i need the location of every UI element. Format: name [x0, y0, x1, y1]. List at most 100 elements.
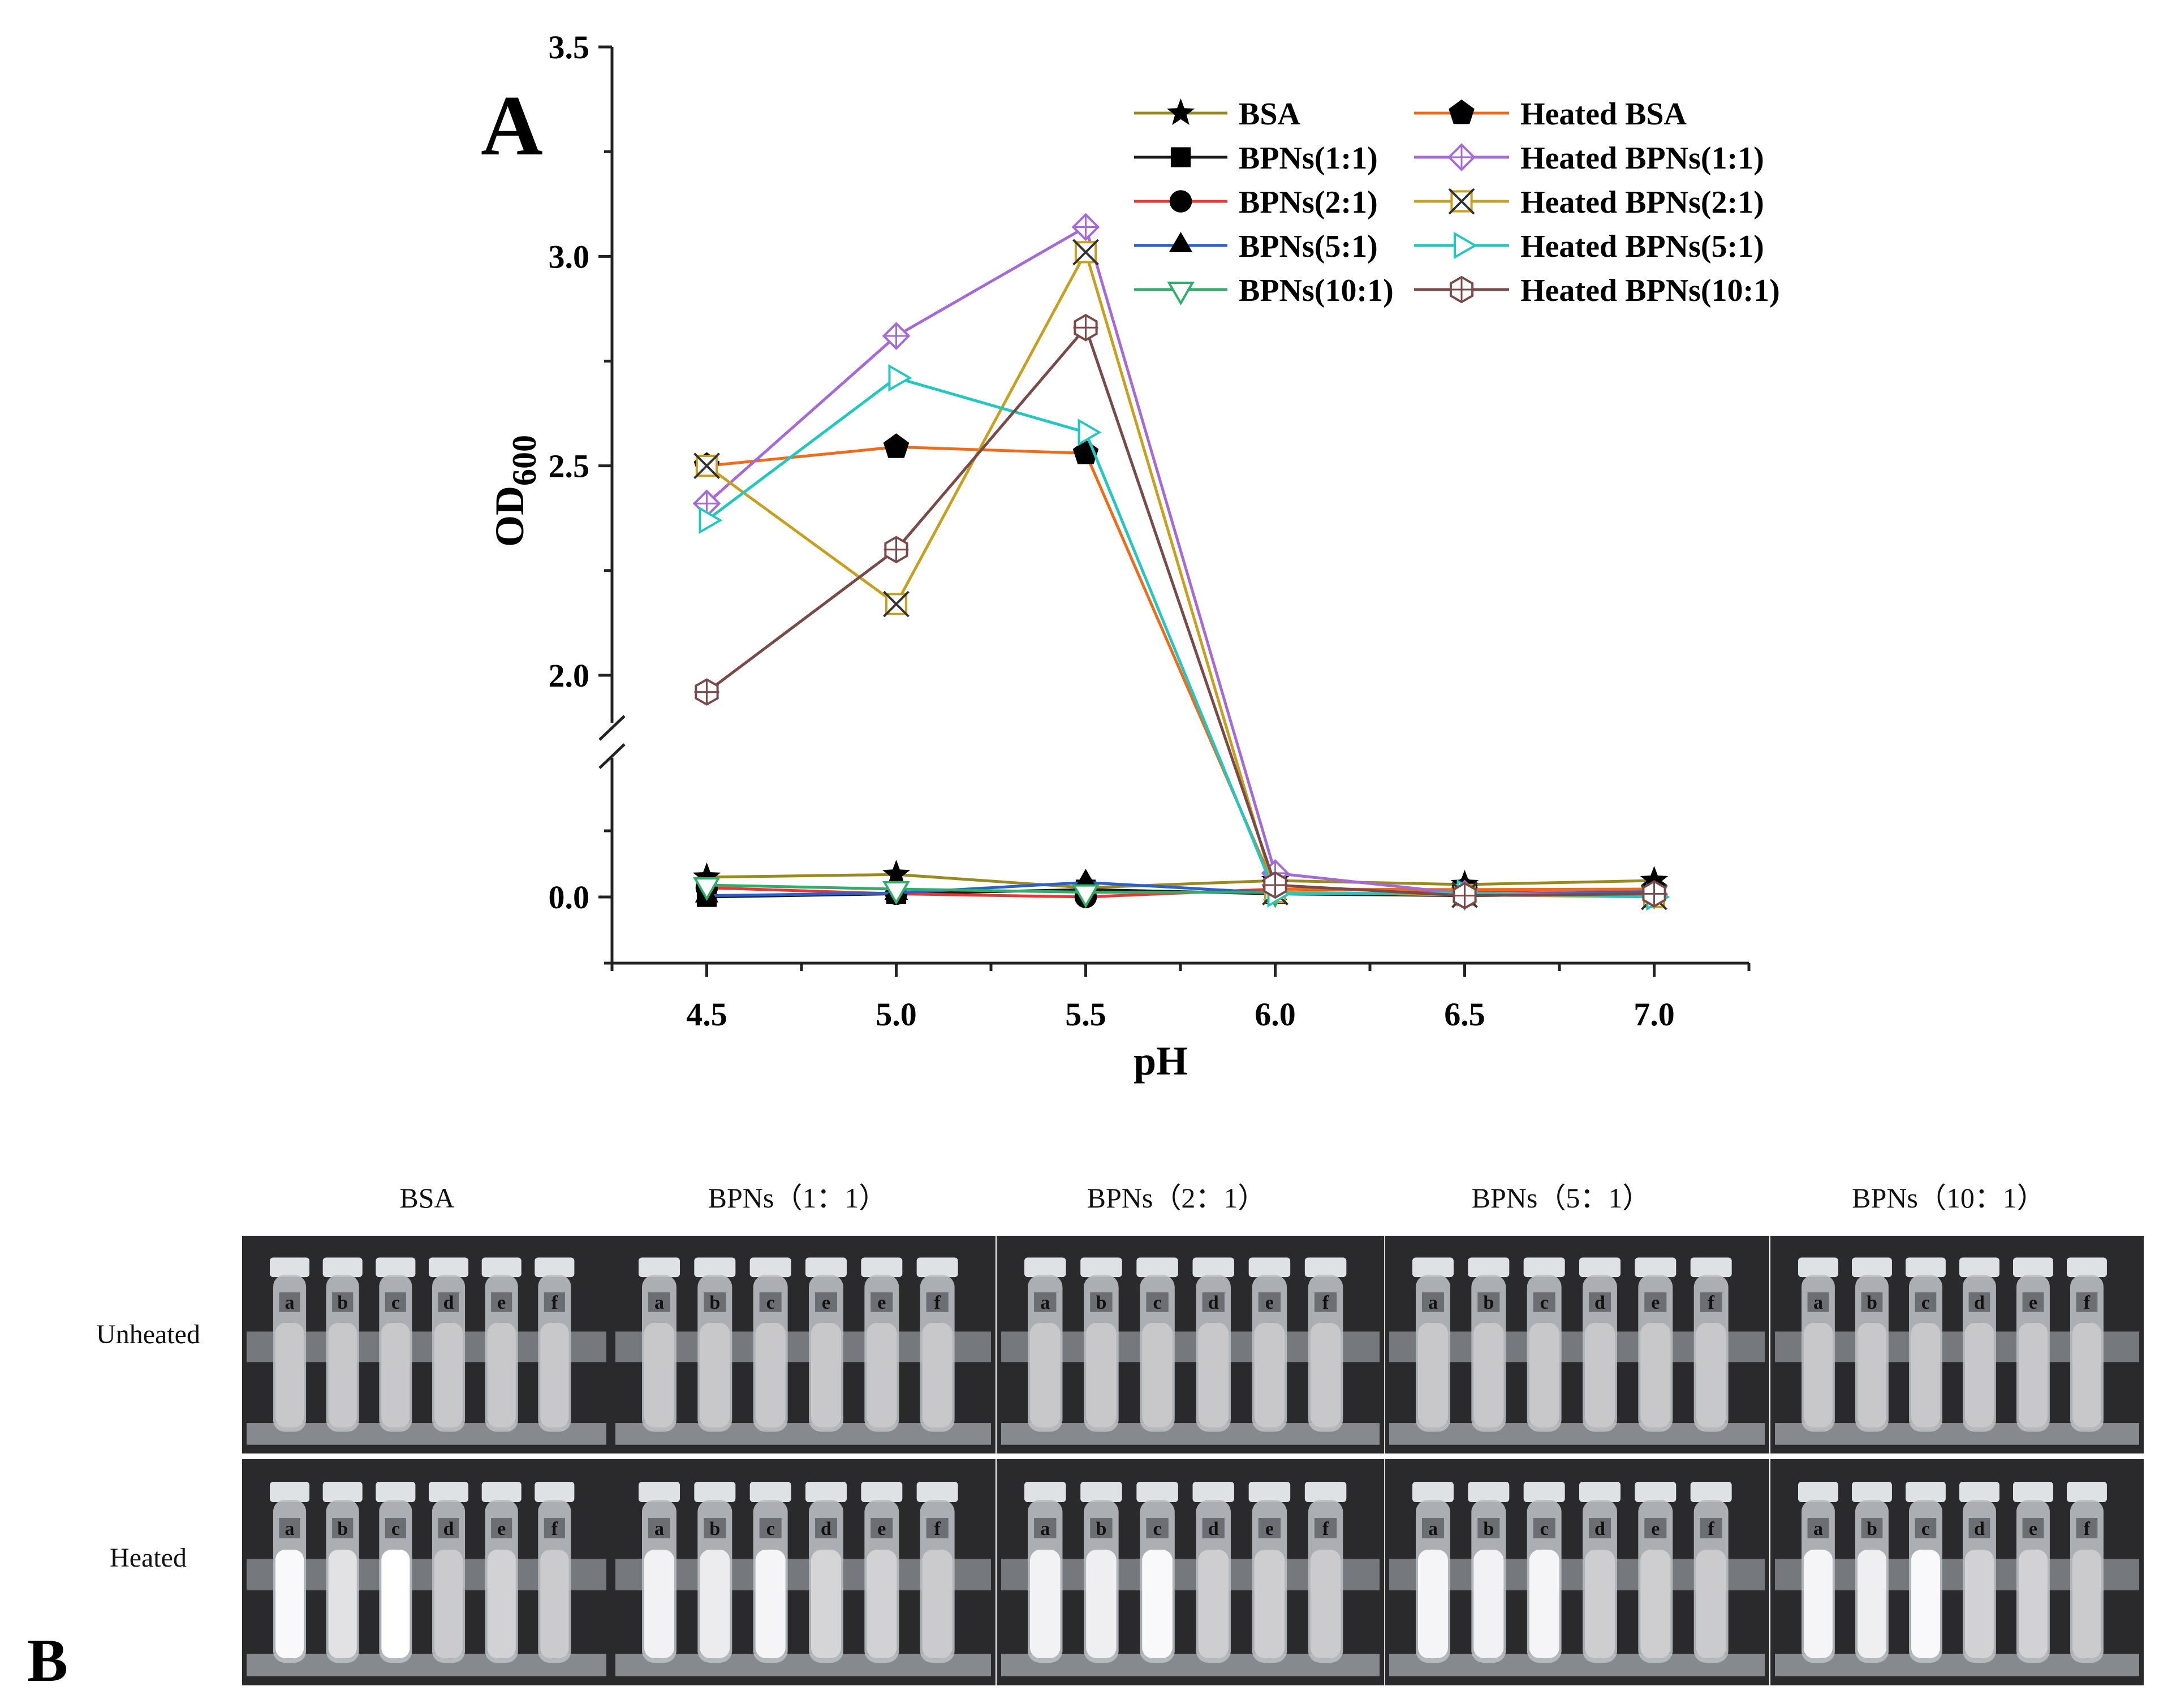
- tube-cap: [1468, 1257, 1510, 1278]
- data-point-heated-bpns-5-1: [699, 506, 723, 534]
- tube-label-patch: [332, 1292, 354, 1312]
- tube: b: [322, 1482, 363, 1663]
- tube-label-patch: [1421, 1518, 1444, 1538]
- tube-liquid: [1529, 1323, 1559, 1427]
- tube: a: [270, 1257, 310, 1432]
- legend-marker-heated-bpns-1-1: [1447, 143, 1476, 171]
- tube-liquid: [867, 1323, 897, 1427]
- tube-letter: a: [1040, 1292, 1050, 1313]
- tube-label-patch: [2076, 1518, 2098, 1538]
- tube-liquid: [1965, 1550, 1994, 1658]
- column-headers: BSA BPNs（1：1） BPNs（2：1） BPNs（5：1） BPNs（10：1）: [399, 1182, 2045, 1214]
- data-point-heated-bpns-10-1: [1452, 882, 1477, 909]
- tube-label-patch: [1807, 1292, 1829, 1312]
- tube: b: [1852, 1257, 1892, 1432]
- tube: a: [1024, 1257, 1066, 1432]
- tube-cap: [1906, 1257, 1946, 1278]
- tube-label-patch: [279, 1518, 300, 1538]
- tube: f: [916, 1257, 958, 1432]
- legend-item-bsa: BSA: [1134, 97, 1300, 132]
- tube-cap: [1523, 1482, 1565, 1502]
- tube-cap: [2013, 1482, 2053, 1502]
- tube: f: [2067, 1482, 2107, 1663]
- tube-letter: e: [1265, 1292, 1274, 1313]
- tube-letter: e: [497, 1292, 506, 1313]
- data-point-heated-bpns-1-1: [1071, 213, 1100, 241]
- tube-letter: e: [2029, 1519, 2037, 1539]
- tube-cap: [694, 1257, 736, 1278]
- tube-label-patch: [1258, 1292, 1281, 1312]
- tube: e: [1635, 1257, 1677, 1432]
- legend-label-heated-bpns-2-1: Heated BPNs(2:1): [1520, 185, 1764, 220]
- tube-cap: [1192, 1482, 1234, 1502]
- tube: c: [1136, 1257, 1178, 1432]
- tube-cap: [535, 1257, 575, 1278]
- tube-cap: [1959, 1257, 1999, 1278]
- y-tick-label: 3.5: [549, 29, 590, 66]
- column-header: BPNs（2：1）: [1087, 1182, 1266, 1214]
- tube-letter: a: [1813, 1292, 1823, 1313]
- tube-letter: f: [1322, 1519, 1329, 1539]
- tube-liquid: [487, 1550, 516, 1658]
- tube: d: [429, 1482, 469, 1663]
- tube-letter: c: [1921, 1519, 1930, 1539]
- tube-letter: a: [1428, 1292, 1438, 1313]
- x-axis-label: pH: [1134, 1038, 1188, 1084]
- legend-label-bsa: BSA: [1239, 97, 1300, 132]
- tube-photo: a b c d e f: [1770, 1236, 2144, 1453]
- series-line-bsa: [706, 873, 1654, 890]
- tube-cap: [1136, 1257, 1178, 1278]
- tube-letter: e: [1651, 1519, 1660, 1539]
- tube: a: [1798, 1257, 1838, 1432]
- tube-label-patch: [1202, 1292, 1225, 1312]
- tube: d: [1192, 1482, 1234, 1663]
- tube: a: [639, 1257, 680, 1432]
- tube: e: [2013, 1257, 2053, 1432]
- tube-liquid: [381, 1550, 410, 1658]
- tube-label-patch: [438, 1292, 459, 1312]
- tube-label-patch: [1477, 1292, 1500, 1312]
- tube-cap: [1024, 1257, 1066, 1278]
- tube-letter: a: [654, 1292, 664, 1313]
- legend-marker-bpns-5-1: [1169, 232, 1193, 252]
- x-tick-label: 4.5: [686, 996, 727, 1033]
- tube-liquid: [644, 1550, 674, 1658]
- tube-cap: [1852, 1482, 1892, 1502]
- tube: c: [1906, 1257, 1946, 1432]
- x-tick-label: 5.0: [876, 996, 917, 1033]
- tube-label-patch: [1146, 1292, 1169, 1312]
- series-line-heated-bpns-10-1: [705, 325, 1654, 898]
- tube-liquid: [1030, 1323, 1061, 1427]
- x-tick-label: 6.5: [1444, 996, 1485, 1033]
- tube: b: [322, 1257, 363, 1432]
- data-point-heated-bpns-5-1: [888, 364, 912, 392]
- tube-liquid: [381, 1323, 410, 1427]
- legend-item-heated-bsa: Heated BSA: [1414, 97, 1687, 132]
- tube-label-patch: [1861, 1292, 1883, 1312]
- tube-label-patch: [1700, 1518, 1722, 1538]
- tube-label-patch: [491, 1292, 512, 1312]
- tube-label-patch: [2076, 1292, 2098, 1312]
- data-point-heated-bpns-1-1: [882, 322, 911, 350]
- tube-liquid: [1254, 1323, 1285, 1427]
- tube-letter: e: [497, 1519, 506, 1539]
- tube-letter: e: [1651, 1292, 1660, 1313]
- data-point-heated-bpns-10-1: [1262, 871, 1288, 899]
- legend-label-bpns-2-1: BPNs(2:1): [1239, 185, 1378, 220]
- tube-label-patch: [1202, 1518, 1225, 1538]
- tube-label-patch: [1314, 1518, 1337, 1538]
- tube: e: [1635, 1482, 1677, 1663]
- tube: b: [694, 1482, 736, 1663]
- tube-liquid: [1911, 1550, 1940, 1658]
- tube-liquid: [275, 1550, 304, 1658]
- y-tick-label: 2.0: [549, 657, 590, 694]
- tube-letter: c: [1153, 1519, 1162, 1539]
- tube-liquid: [2072, 1323, 2101, 1427]
- tube-label-patch: [1533, 1292, 1555, 1312]
- tube-letter: a: [1428, 1519, 1438, 1539]
- tube-liquid: [1804, 1323, 1833, 1427]
- tube-liquid: [1142, 1550, 1173, 1658]
- x-tick-label: 7.0: [1634, 996, 1675, 1033]
- legend-item-bpns-1-1: BPNs(1:1): [1134, 141, 1378, 176]
- tube-label-patch: [544, 1518, 565, 1538]
